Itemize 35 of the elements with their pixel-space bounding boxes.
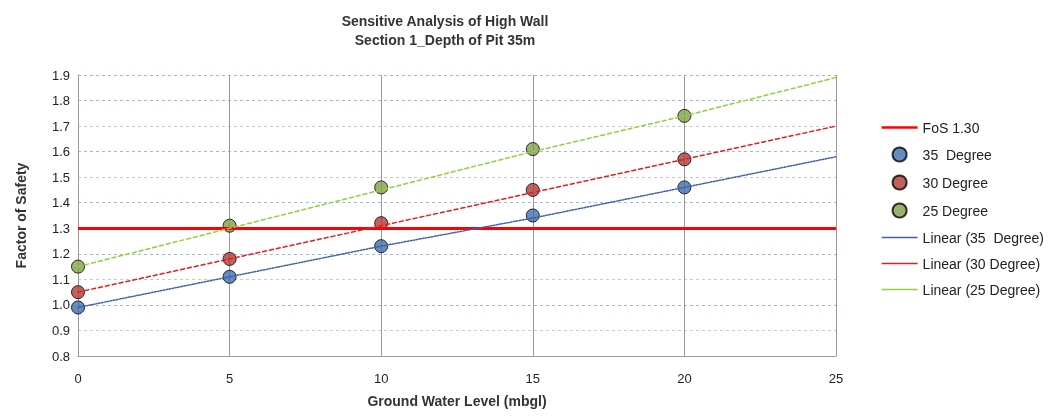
- legend-label: FoS 1.30: [922, 119, 980, 136]
- x-tick-label: 0: [74, 371, 82, 386]
- y-tick-label: 1.4: [51, 195, 70, 211]
- point: [71, 285, 85, 300]
- y-tick-label: 1.3: [51, 220, 70, 236]
- point: [525, 208, 540, 223]
- x-tick-label: 5: [225, 371, 234, 386]
- chart-title: Sensitive Analysis of High Wall Section 1_Depth of Pit 35m: [341, 12, 549, 48]
- x-tick-label: 25: [828, 371, 844, 386]
- y-tick-label: 1.5: [51, 169, 70, 185]
- y-tick-label: 1.6: [51, 144, 70, 160]
- point: [525, 142, 540, 157]
- y-tick-label: 1.9: [51, 67, 70, 83]
- point: [71, 259, 85, 274]
- legend-label: 35 Degree: [922, 146, 993, 163]
- legend-label: 30 Degree: [922, 174, 989, 191]
- y-tick-label: 1.7: [51, 118, 70, 134]
- y-axis-title: Factor of Safety: [13, 162, 29, 269]
- x-axis-title: Ground Water Level (mbgl): [367, 393, 547, 409]
- y-tick-label: 1.1: [51, 271, 70, 287]
- point: [525, 182, 540, 197]
- x-tick-label: 15: [525, 371, 541, 386]
- point: [677, 108, 692, 123]
- y-tick-label: 0.8: [51, 348, 70, 364]
- y-tick-label: 1.2: [51, 246, 70, 262]
- legend-label: Linear (35 Degree): [922, 229, 1045, 246]
- legend-label: Linear (25 Degree): [922, 281, 1041, 298]
- legend-label: Linear (30 Degree): [922, 255, 1041, 272]
- legend-label: 25 Degree: [922, 202, 989, 219]
- y-tick-label: 1.8: [51, 93, 70, 109]
- x-tick-label: 20: [677, 371, 692, 386]
- point: [71, 300, 85, 315]
- y-tick-label: 1.0: [51, 297, 70, 313]
- y-tick-label: 0.9: [51, 322, 70, 338]
- x-tick-label: 10: [373, 371, 389, 386]
